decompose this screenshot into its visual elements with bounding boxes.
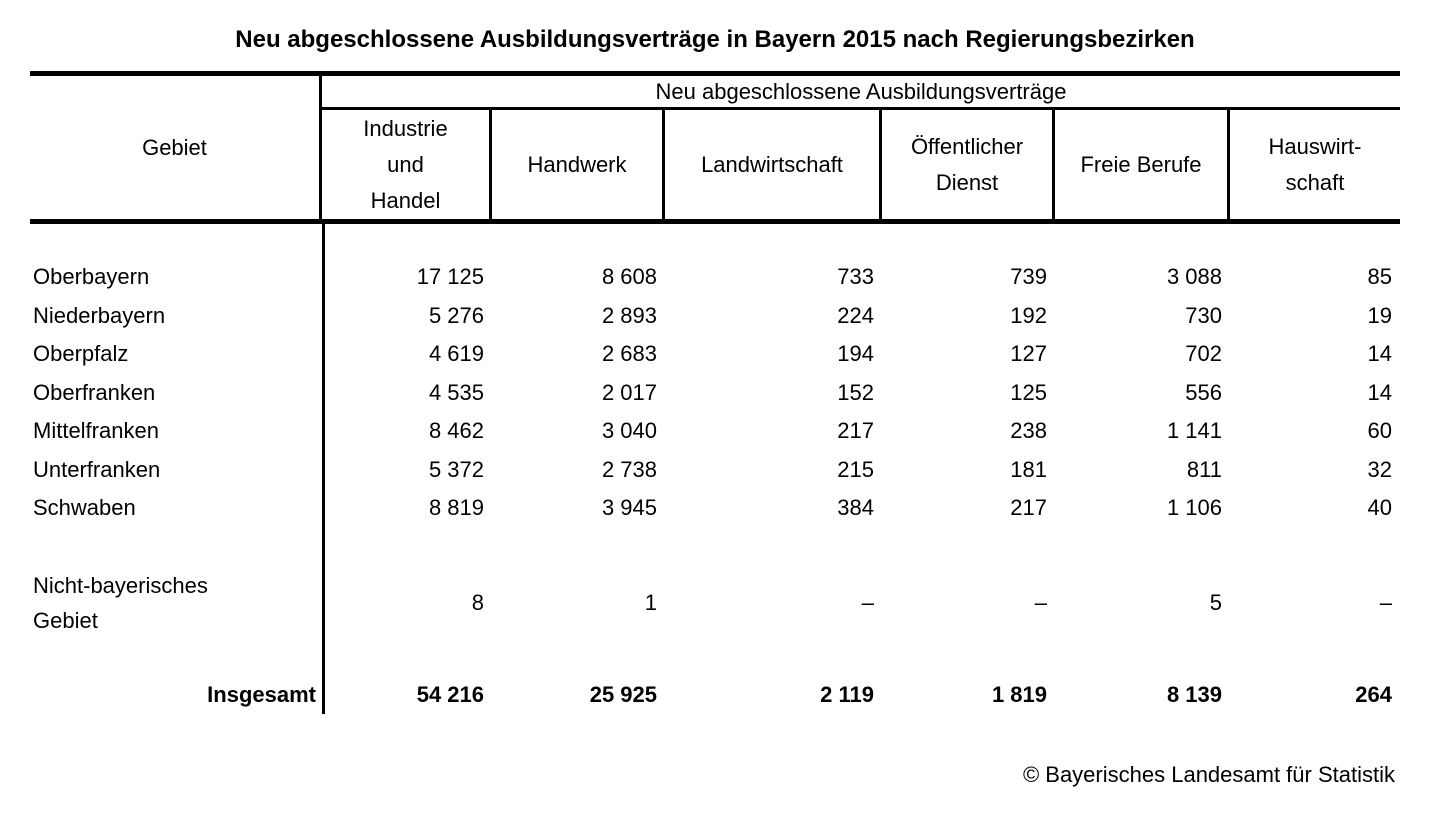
cell-value: 32: [1367, 456, 1392, 482]
cell-value: 14: [1367, 341, 1392, 367]
total-value: 264: [1355, 681, 1392, 707]
row-label: Nicht-bayerisches Gebiet: [33, 572, 208, 633]
column-headers-row: Industrie und Handel Handwerk Landwirtsc…: [322, 110, 1400, 219]
spacer: [30, 638, 1400, 676]
column-divider-line: [322, 224, 325, 714]
table-row-oberbayern: Oberbayern 17 125 8 608 733 739 3 088 85: [30, 258, 1400, 297]
cell-value: 8: [471, 589, 484, 615]
column-header-handwerk: Handwerk: [492, 110, 665, 219]
cell-value: –: [1034, 589, 1047, 615]
cell-value: 192: [1010, 302, 1047, 328]
cell-value: 224: [837, 302, 874, 328]
cell-value: –: [1379, 589, 1392, 615]
cell-value: 2 893: [601, 302, 657, 328]
cell-value: 739: [1010, 264, 1047, 290]
row-label: Oberfranken: [33, 379, 156, 405]
cell-value: 8 462: [428, 418, 484, 444]
total-value: 8 139: [1166, 681, 1222, 707]
cell-value: 217: [837, 418, 874, 444]
cell-value: 152: [837, 379, 874, 405]
total-value: 2 119: [820, 681, 874, 707]
cell-value: 5 372: [428, 456, 484, 482]
table-row-oberfranken: Oberfranken 4 535 2 017 152 125 556 14: [30, 374, 1400, 413]
cell-value: 1 141: [1166, 418, 1222, 444]
row-label: Mittelfranken: [33, 418, 159, 444]
cell-value: 125: [1010, 379, 1047, 405]
cell-value: 1 106: [1166, 495, 1222, 521]
cell-value: 1: [644, 589, 657, 615]
cell-value: 556: [1185, 379, 1222, 405]
cell-value: 127: [1010, 341, 1047, 367]
row-label: Schwaben: [33, 495, 136, 521]
page-title: Neu abgeschlossene Ausbildungsverträge i…: [235, 26, 1195, 53]
total-row: Insgesamt 54 216 25 925 2 119 1 819 8 13…: [30, 676, 1400, 714]
cell-value: 17 125: [416, 264, 484, 290]
cell-value: 8 819: [428, 495, 484, 521]
table-row-schwaben: Schwaben 8 819 3 945 384 217 1 106 40: [30, 489, 1400, 528]
row-label: Unterfranken: [33, 456, 161, 482]
cell-value: 238: [1010, 418, 1047, 444]
cell-value: –: [861, 589, 874, 615]
table-header: Gebiet Neu abgeschlossene Ausbildungsver…: [30, 71, 1400, 224]
cell-value: 181: [1010, 456, 1047, 482]
column-header-landwirtschaft: Landwirtschaft: [665, 110, 882, 219]
column-header-oeffentlicher-dienst: Öffentlicher Dienst: [882, 110, 1055, 219]
table-row-unterfranken: Unterfranken 5 372 2 738 215 181 811 32: [30, 451, 1400, 490]
header-right-section: Neu abgeschlossene Ausbildungsverträge I…: [322, 76, 1400, 219]
cell-value: 2 683: [601, 341, 657, 367]
column-header-freie-berufe: Freie Berufe: [1055, 110, 1230, 219]
table-row-oberpfalz: Oberpfalz 4 619 2 683 194 127 702 14: [30, 335, 1400, 374]
row-label: Oberbayern: [33, 264, 150, 290]
corner-header: Gebiet: [30, 76, 322, 219]
column-header-industrie-und-handel: Industrie und Handel: [322, 110, 492, 219]
cell-value: 40: [1367, 495, 1392, 521]
row-label: Niederbayern: [33, 302, 166, 328]
cell-value: 2 017: [601, 379, 657, 405]
cell-value: 194: [837, 341, 874, 367]
cell-value: 702: [1185, 341, 1222, 367]
cell-value: 3 040: [601, 418, 657, 444]
cell-value: 811: [1186, 456, 1222, 482]
total-label: Insgesamt: [207, 681, 316, 707]
cell-value: 5: [1209, 589, 1222, 615]
cell-value: 14: [1367, 379, 1392, 405]
cell-value: 4 535: [428, 379, 484, 405]
cell-value: 215: [837, 456, 874, 482]
cell-value: 217: [1010, 495, 1047, 521]
data-table: Gebiet Neu abgeschlossene Ausbildungsver…: [30, 71, 1400, 714]
cell-value: 730: [1185, 302, 1222, 328]
cell-value: 733: [837, 264, 874, 290]
copyright-note: © Bayerisches Landesamt für Statistik: [1022, 762, 1395, 787]
group-header: Neu abgeschlossene Ausbildungsverträge: [322, 76, 1400, 110]
spacer: [30, 528, 1400, 568]
cell-value: 8 608: [601, 264, 657, 290]
table-row-mittelfranken: Mittelfranken 8 462 3 040 217 238 1 141 …: [30, 412, 1400, 451]
column-header-hauswirtschaft: Hauswirt- schaft: [1268, 133, 1362, 195]
cell-value: 4 619: [428, 341, 484, 367]
cell-value: 384: [837, 495, 874, 521]
cell-value: 19: [1367, 302, 1392, 328]
cell-value: 3 945: [601, 495, 657, 521]
cell-value: 85: [1367, 264, 1392, 290]
table-row-niederbayern: Niederbayern 5 276 2 893 224 192 730 19: [30, 297, 1400, 336]
total-value: 1 819: [991, 681, 1047, 707]
cell-value: 60: [1367, 418, 1392, 444]
cell-value: 2 738: [601, 456, 657, 482]
cell-value: 5 276: [428, 302, 484, 328]
cell-value: 3 088: [1166, 264, 1222, 290]
row-label: Oberpfalz: [33, 341, 129, 367]
table-row-nicht-bayerisches-gebiet: Nicht-bayerisches Gebiet 8 1 – – 5 –: [30, 568, 1400, 638]
total-value: 54 216: [416, 681, 484, 707]
table-body: Oberbayern 17 125 8 608 733 739 3 088 85…: [30, 224, 1400, 714]
total-value: 25 925: [589, 681, 657, 707]
